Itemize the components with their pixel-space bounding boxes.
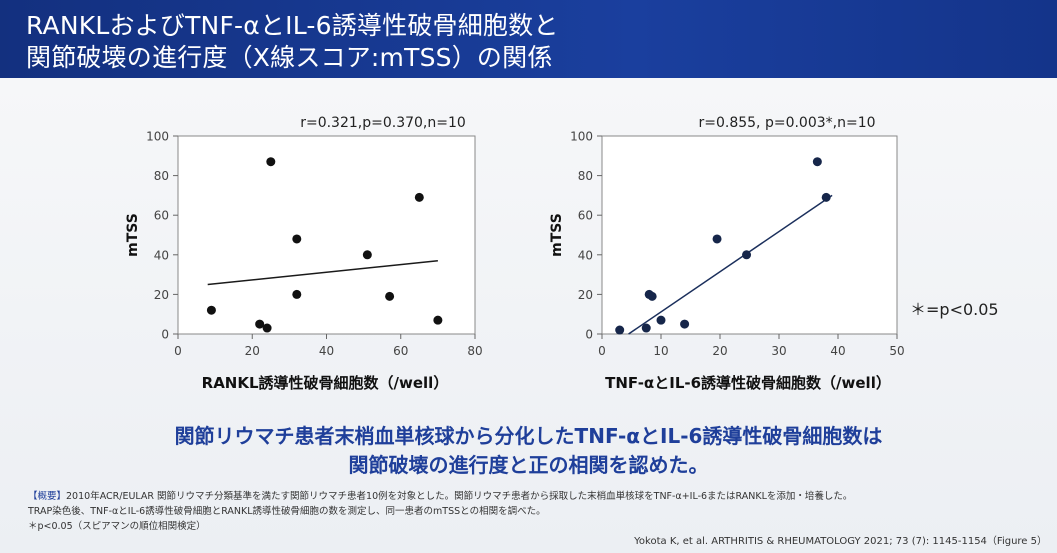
data-point (812, 157, 822, 167)
notes-line3: ＊p<0.05（スピアマンの順位相関検定） (28, 521, 206, 532)
correlation-annotation: r=0.321,p=0.370,n=10 (300, 115, 466, 131)
x-tick-label: 30 (771, 344, 786, 358)
x-tick-label: 80 (467, 344, 482, 358)
y-axis-label: mTSS (125, 213, 141, 257)
data-point (712, 234, 722, 244)
y-tick-label: 40 (154, 248, 169, 262)
tnf-il6-scatter-chart: 0 20 40 60 80 100 0 10 20 30 40 50 r=0.855, p=0.003*… (549, 115, 905, 392)
y-tick-label: 60 (154, 209, 169, 223)
conclusion-line2: 関節破壊の進行度と正の相関を認めた。 (348, 453, 709, 477)
x-tick-label: 10 (653, 344, 668, 358)
trend-line (207, 259, 438, 286)
data-point (255, 319, 265, 329)
data-point (641, 323, 651, 333)
title-banner: RANKLおよびTNF-αとIL-6誘導性破骨細胞数と 関節破壊の進行度（X線ス… (0, 0, 1057, 78)
summary-tag: 【概要】 (28, 491, 67, 502)
notes-line1: 【概要】2010年ACR/EULAR 関節リウマチ分類基準を満たす関節リウマチ患… (28, 488, 852, 502)
x-tick-label: 40 (319, 344, 334, 358)
y-tick-label: 80 (578, 169, 593, 183)
y-tick-label: 0 (585, 328, 593, 342)
conclusion-line1: 関節リウマチ患者末梢血単核球から分化したTNF-αとIL-6誘導性破骨細胞数は (174, 424, 883, 448)
page-title-line2: 関節破壊の進行度（X線スコア:mTSS）の関係 (26, 43, 553, 72)
trend-line (628, 194, 833, 335)
x-tick-label: 0 (598, 344, 606, 358)
y-axis-label: mTSS (549, 213, 565, 257)
x-axis-label: RANKL誘導性破骨細胞数（/well） (202, 374, 449, 392)
y-tick-label: 100 (146, 130, 169, 144)
y-tick-label: 80 (154, 169, 169, 183)
data-point (615, 325, 625, 335)
x-tick-label: 50 (889, 344, 904, 358)
data-point (206, 305, 216, 315)
data-point (742, 250, 752, 260)
data-point (414, 192, 424, 202)
significance-note: ＊=p<0.05 (910, 300, 999, 319)
notes-line2: TRAP染色後、TNF-αとIL-6誘導性破骨細胞とRANKL誘導性破骨細胞の数… (28, 506, 546, 517)
x-tick-label: 20 (712, 344, 727, 358)
plot-frame (177, 135, 476, 335)
data-point (362, 250, 372, 260)
y-tick-label: 20 (154, 288, 169, 302)
correlation-annotation: r=0.855, p=0.003*,n=10 (698, 115, 875, 131)
y-tick-label: 60 (578, 209, 593, 223)
summary-text: 2010年ACR/EULAR 関節リウマチ分類基準を満たす関節リウマチ患者10例… (66, 491, 853, 502)
data-point (433, 315, 443, 325)
y-tick-label: 40 (578, 248, 593, 262)
data-point (266, 157, 276, 167)
x-tick-label: 60 (393, 344, 408, 358)
data-point (262, 323, 272, 333)
data-point (292, 234, 302, 244)
y-tick-label: 0 (161, 328, 169, 342)
page-title-line1: RANKLおよびTNF-αとIL-6誘導性破骨細胞数と (26, 11, 559, 40)
rankl-scatter-chart: 0 20 40 60 80 100 0 20 40 60 80 r=0.321,p=0.370,n=1… (125, 115, 483, 392)
data-point (680, 319, 690, 329)
data-point (292, 289, 302, 299)
x-tick-label: 20 (245, 344, 260, 358)
data-point (647, 291, 657, 301)
data-point (821, 192, 831, 202)
y-tick-label: 100 (570, 130, 593, 144)
citation: Yokota K, et al. ARTHRITIS & RHEUMATOLOG… (634, 536, 1047, 547)
x-tick-label: 0 (174, 344, 182, 358)
x-axis-label: TNF-αとIL-6誘導性破骨細胞数（/well） (605, 374, 891, 392)
data-point (656, 315, 666, 325)
data-point (385, 291, 395, 301)
y-tick-label: 20 (578, 288, 593, 302)
x-tick-label: 40 (830, 344, 845, 358)
plot-frame (601, 135, 898, 335)
